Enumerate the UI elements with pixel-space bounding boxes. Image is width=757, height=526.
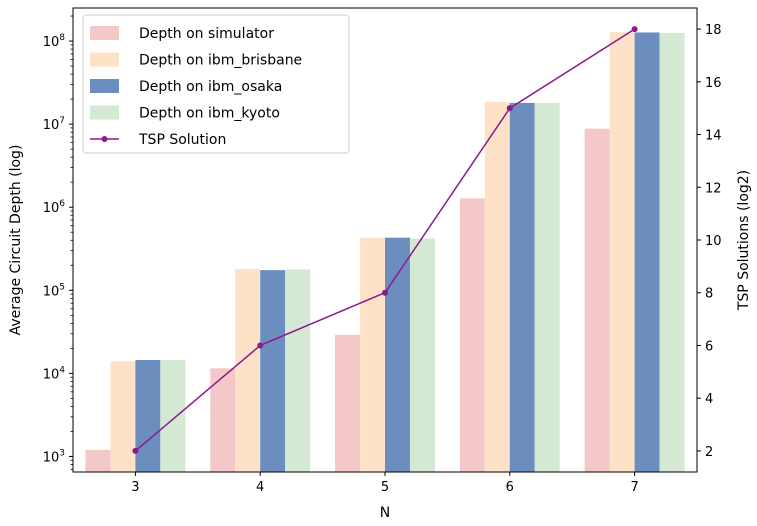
bar-1-4 [210,368,236,472]
tsp-point-3 [132,447,139,454]
bar-2-3 [110,361,136,472]
legend-swatch-1 [90,26,119,40]
bar-1-5 [335,334,361,472]
right-tick-label: 16 [705,76,722,91]
bars-layer [85,32,685,473]
x-axis-label: N [380,505,390,521]
bar-2-4 [235,269,261,472]
legend-label-3: Depth on ibm_osaka [139,79,282,95]
bar-2-6 [484,101,510,472]
left-tick-label: 106 [43,199,66,216]
legend-line-marker [101,136,108,142]
left-tick-label: 107 [43,116,65,133]
legend-swatch-2 [90,52,119,67]
right-tick-label: 2 [705,445,713,460]
bar-2-7 [609,32,635,473]
bar-1-7 [584,128,610,472]
bar-3-3 [135,359,161,472]
legend-box [82,14,350,154]
x-tick-label: 5 [381,480,389,495]
right-tick-label: 14 [705,129,722,144]
right-tick-label: 8 [705,287,713,302]
legend-label-4: Depth on ibm_kyoto [139,106,280,122]
bar-3-4 [260,270,286,472]
legend-swatch-3 [90,79,119,93]
left-tick-label: 105 [43,282,65,299]
legend-label-line: TSP Solution [138,132,226,148]
bar-2-5 [360,237,385,472]
bar-3-5 [385,237,410,472]
x-tick-label: 7 [630,480,638,495]
tsp-point-5 [382,289,388,296]
tsp-point-6 [506,105,513,112]
left-tick-label: 104 [43,365,66,382]
bar-1-3 [85,449,111,472]
right-y-axis-label: TSP Solutions (log2) [736,170,752,311]
right-tick-label: 6 [705,339,713,354]
tsp-line-layer [132,26,638,454]
bar-4-5 [409,238,435,472]
legend-swatch-4 [90,105,119,120]
bar-4-6 [534,102,560,472]
right-y-axis: 2 4 6 8 10 12 14 16 18 [697,23,722,460]
left-tick-label: 108 [43,33,66,50]
bar-1-6 [459,198,485,473]
x-tick-label: 6 [506,480,514,495]
x-tick-label: 3 [131,480,139,495]
right-tick-label: 12 [705,181,722,196]
bar-4-7 [659,33,685,472]
left-y-axis: 103 104 105 106 107 108 [43,15,73,470]
x-axis: 3 4 5 6 7 [131,472,639,495]
bar-3-6 [509,102,535,472]
legend: Depth on simulator Depth on ibm_brisbane D… [82,14,350,154]
legend-label-2: Depth on ibm_brisbane [139,53,302,69]
right-tick-label: 4 [705,392,713,407]
bar-3-7 [634,32,660,472]
right-tick-label: 10 [705,234,722,249]
tsp-point-7 [631,26,638,33]
left-y-axis-label: Average Circuit Depth (log) [8,145,24,336]
tsp-point-4 [257,342,264,349]
bar-4-3 [160,359,186,472]
left-tick-label: 103 [43,448,65,465]
legend-label-1: Depth on simulator [139,26,274,42]
bar-4-4 [285,269,311,472]
x-tick-label: 4 [256,480,264,495]
right-tick-label: 18 [705,23,722,38]
